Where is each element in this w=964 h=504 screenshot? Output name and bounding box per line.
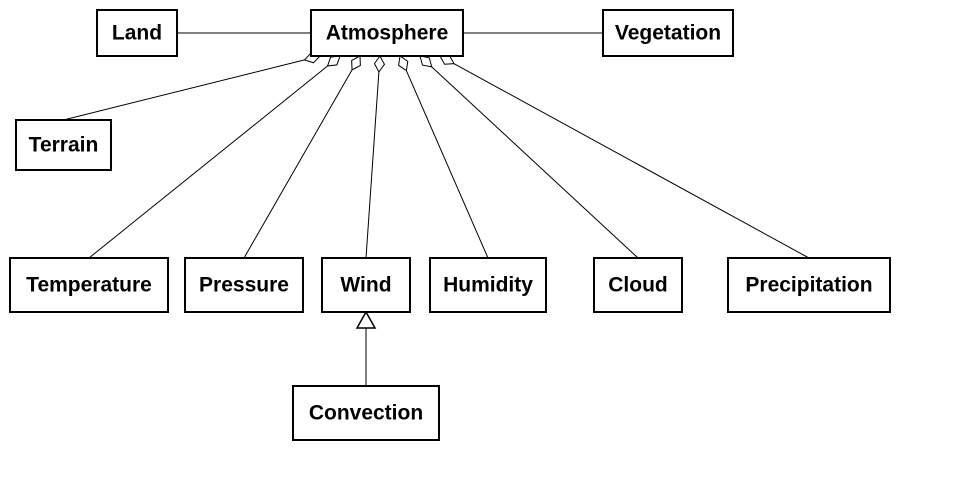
edge-atm-terrain: [64, 60, 305, 120]
class-label-terrain: Terrain: [29, 134, 99, 157]
generalization-triangle: [357, 312, 375, 328]
class-box-humidity: Humidity: [430, 258, 546, 312]
edge-atm-humidity: [406, 71, 488, 258]
class-box-cloud: Cloud: [594, 258, 682, 312]
class-box-temperature: Temperature: [10, 258, 168, 312]
class-box-pressure: Pressure: [185, 258, 303, 312]
aggregation-diamond: [399, 56, 408, 71]
class-label-precipitation: Precipitation: [745, 274, 872, 297]
class-label-temperature: Temperature: [26, 274, 152, 297]
class-label-land: Land: [112, 22, 162, 45]
aggregation-diamond: [420, 56, 432, 67]
class-label-wind: Wind: [340, 274, 391, 297]
class-box-atmosphere: Atmosphere: [311, 10, 463, 56]
edge-atm-wind: [366, 72, 379, 258]
class-label-atmosphere: Atmosphere: [326, 22, 449, 45]
edge-atm-cloud: [432, 67, 638, 258]
edges-layer: [64, 33, 810, 386]
class-box-precipitation: Precipitation: [728, 258, 890, 312]
aggregation-diamond: [352, 56, 361, 70]
class-label-vegetation: Vegetation: [615, 22, 721, 45]
class-label-pressure: Pressure: [199, 274, 289, 297]
uml-diagram: Land Atmosphere Vegetation Terrain Temperatu…: [0, 0, 964, 504]
class-box-vegetation: Vegetation: [603, 10, 733, 56]
aggregation-diamond: [374, 56, 384, 72]
edge-atm-temperature: [89, 66, 328, 258]
class-box-convection: Convection: [293, 386, 439, 440]
aggregation-diamond: [328, 56, 340, 66]
edge-atm-precipitation: [454, 64, 809, 258]
class-box-land: Land: [97, 10, 177, 56]
class-box-wind: Wind: [322, 258, 410, 312]
class-label-humidity: Humidity: [443, 274, 533, 297]
class-label-convection: Convection: [309, 402, 423, 425]
class-label-cloud: Cloud: [608, 274, 667, 297]
class-box-terrain: Terrain: [16, 120, 111, 170]
edge-atm-pressure: [244, 70, 352, 258]
nodes-layer: Land Atmosphere Vegetation Terrain Temperatu…: [10, 10, 890, 440]
